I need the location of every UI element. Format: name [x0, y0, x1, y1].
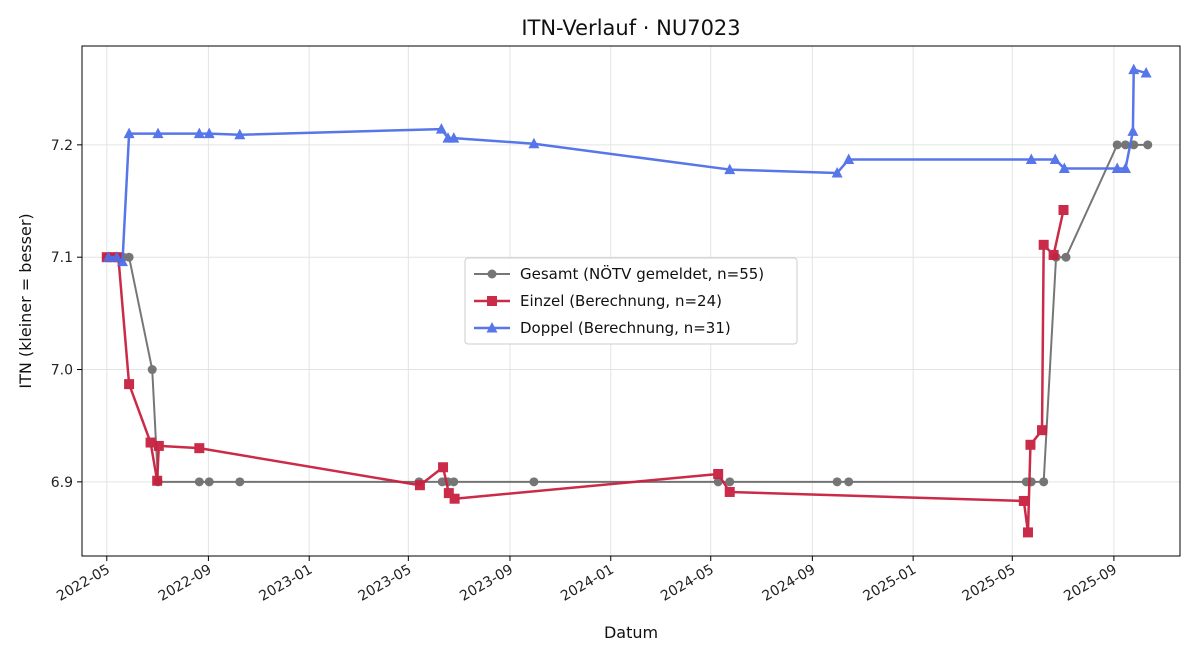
legend-label: Einzel (Berechnung, n=24) [520, 292, 722, 310]
data-point [831, 166, 843, 178]
x-axis-title: Datum [604, 623, 658, 642]
data-point [194, 443, 205, 454]
data-point [449, 477, 459, 487]
data-point [1022, 527, 1033, 538]
data-point [203, 127, 215, 139]
chart-title: ITN-Verlauf · NU7023 [521, 16, 740, 40]
data-point [414, 480, 425, 491]
data-point [1037, 425, 1048, 436]
data-point [1061, 252, 1071, 262]
series-layer [101, 63, 1153, 538]
y-axis-title: ITN (kleiner = besser) [16, 213, 35, 388]
legend: Gesamt (NÖTV gemeldet, n=55) Einzel (Bere… [464, 257, 798, 345]
data-point [1049, 153, 1061, 164]
data-point [435, 123, 447, 134]
data-point [1128, 63, 1140, 75]
legend-marker [487, 296, 497, 306]
data-point [843, 153, 855, 164]
data-point [1112, 140, 1122, 150]
y-tick-label: 7.2 [51, 138, 73, 154]
data-point [145, 437, 156, 448]
y-tick-label: 7.0 [51, 363, 73, 379]
data-point [443, 488, 454, 499]
data-point [193, 127, 205, 139]
legend-entry [474, 296, 510, 306]
data-point [124, 252, 134, 262]
data-point [102, 251, 114, 262]
data-point [1025, 439, 1036, 450]
data-point [123, 127, 135, 139]
data-point [529, 477, 539, 487]
data-point [116, 255, 128, 267]
legend-marker [487, 269, 497, 279]
legend-label: Doppel (Berechnung, n=31) [520, 319, 731, 337]
legend-box [464, 257, 798, 345]
data-point [724, 486, 735, 497]
data-point [1025, 153, 1037, 164]
data-point [124, 379, 135, 390]
legend-entry [474, 322, 510, 333]
data-point [153, 440, 164, 451]
data-point [235, 477, 245, 487]
data-point [194, 477, 204, 487]
data-point [1120, 140, 1130, 150]
data-point [1140, 66, 1152, 78]
legend-entry [474, 269, 510, 279]
data-point [204, 477, 214, 487]
data-point [1111, 162, 1123, 173]
data-point [449, 493, 460, 504]
data-point [844, 477, 854, 487]
data-point [1018, 495, 1029, 506]
data-point [1119, 162, 1131, 173]
series-triangle [102, 63, 1152, 267]
data-point [152, 127, 164, 139]
series-line [106, 143, 1148, 483]
data-point [1038, 239, 1049, 250]
legend-label: Gesamt (NÖTV gemeldet, n=55) [520, 264, 764, 283]
data-point [713, 468, 724, 479]
data-point [724, 163, 736, 175]
data-point [832, 477, 842, 487]
series-square [101, 205, 1069, 538]
legend-marker [486, 322, 498, 333]
grid-layer [82, 46, 1180, 556]
y-tick-label: 7.1 [51, 250, 73, 266]
data-point [528, 137, 540, 149]
data-point [438, 462, 449, 473]
plot-frame [81, 45, 1181, 557]
data-point [1143, 140, 1153, 150]
data-point [234, 128, 246, 140]
data-point [725, 477, 735, 487]
data-point [111, 251, 123, 262]
y-tick-label: 6.9 [51, 475, 73, 491]
data-point [1048, 249, 1059, 260]
data-point [152, 475, 163, 486]
data-point [1058, 205, 1069, 216]
data-point [448, 132, 460, 143]
data-point [147, 365, 157, 375]
data-point [1058, 162, 1070, 173]
data-point [1039, 477, 1049, 487]
data-point [1127, 125, 1139, 136]
